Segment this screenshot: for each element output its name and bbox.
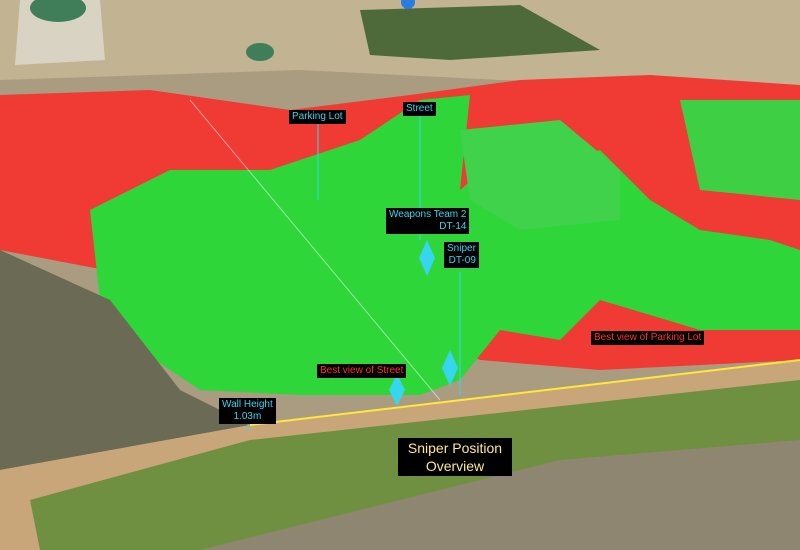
caption: Sniper Position Overview	[398, 438, 512, 476]
visible-building	[680, 100, 800, 200]
nav-control[interactable]	[401, 0, 415, 9]
unit-marker[interactable]	[442, 350, 458, 386]
label-line: 1.03m	[233, 411, 262, 422]
label-line: Parking Lot	[292, 111, 343, 122]
dome	[30, 0, 86, 22]
marker-label[interactable]: Weapons Team 2 DT-14	[386, 208, 470, 234]
marker-label[interactable]: Sniper DT-09	[444, 242, 479, 268]
unit-marker[interactable]	[389, 374, 405, 406]
label-line: Sniper Position	[407, 440, 503, 456]
label-line: Street	[406, 103, 433, 114]
marker-label[interactable]: Parking Lot	[289, 110, 346, 124]
marker-label[interactable]: Best view of Parking Lot	[591, 331, 705, 345]
label-line: Wall Height	[222, 399, 273, 410]
marker-label[interactable]: Street	[403, 102, 436, 116]
trees	[360, 5, 600, 60]
wall-line	[249, 359, 800, 426]
visible-building	[460, 120, 620, 230]
label-line: Sniper	[447, 243, 476, 254]
marker-label[interactable]: Best view of Street	[317, 364, 407, 378]
sight-line	[189, 99, 441, 401]
label-line: Weapons Team 2	[389, 209, 467, 220]
label-line: Overview	[425, 458, 485, 474]
label-line: Best view of Street	[320, 365, 404, 376]
unit-marker[interactable]	[419, 240, 435, 276]
marker-label[interactable]: Wall Height 1.03m	[219, 398, 276, 424]
label-line: DT-14	[439, 221, 467, 232]
dome	[246, 43, 274, 61]
ruins	[200, 440, 800, 550]
label-line: Best view of Parking Lot	[594, 332, 702, 343]
slope	[0, 250, 250, 470]
label-line: DT-09	[448, 255, 476, 266]
